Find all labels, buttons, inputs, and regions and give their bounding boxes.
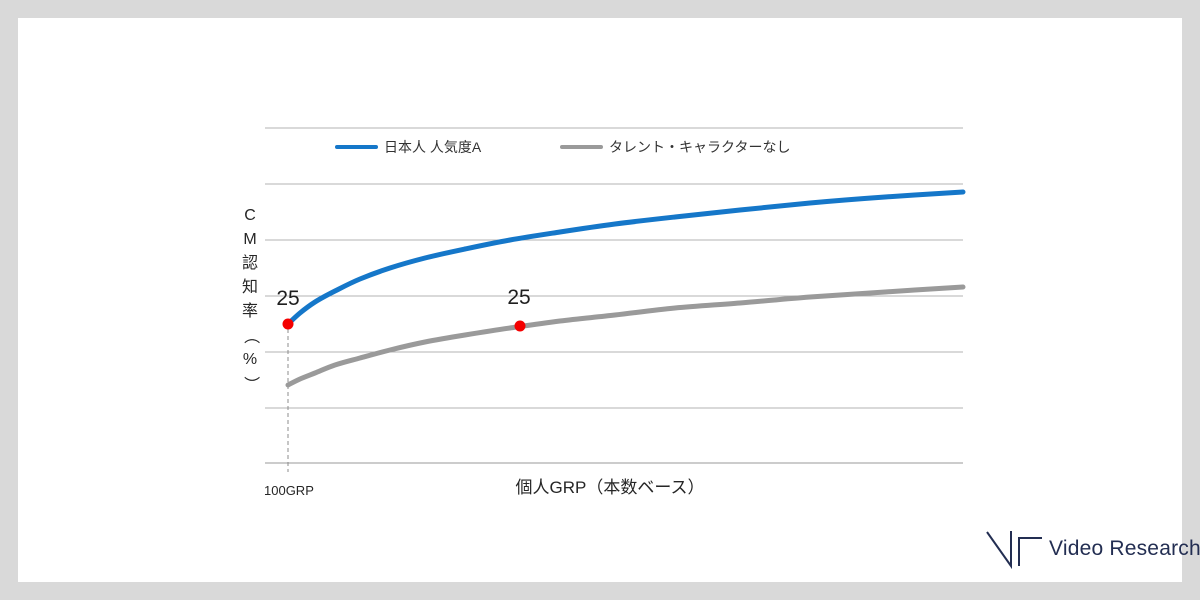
annotation-25-gray: 25: [507, 286, 531, 309]
x-tick-100grp: 100GRP: [264, 483, 314, 498]
y-axis-title-char: 知: [241, 279, 258, 296]
y-axis-title-char: %: [242, 351, 258, 368]
video-research-logo: Video Research: [986, 529, 1200, 569]
legend-line-gray-icon: [560, 145, 603, 149]
legend-label-no-talent: タレント・キャラクターなし: [609, 139, 791, 155]
legend-label-popularity-a: 日本人 人気度A: [384, 139, 482, 155]
legend-item-popularity-a: 日本人 人気度A: [335, 138, 481, 156]
x-axis-title: 個人GRP（本数ベース）: [515, 478, 705, 497]
y-axis-title-char: C: [244, 207, 256, 224]
legend-item-no-talent: タレント・キャラクターなし: [560, 138, 790, 156]
y-axis-title-char: （: [242, 327, 259, 344]
annotation-25-blue: 25: [276, 287, 300, 310]
y-axis-title-char: M: [243, 231, 257, 248]
y-axis-title-char: 率: [241, 303, 258, 320]
y-axis-title: C M 認知率 （% ）: [236, 204, 264, 396]
y-axis-title-char: 認: [241, 255, 258, 272]
legend-line-blue-icon: [335, 145, 378, 149]
video-research-logo-icon: [986, 531, 1042, 569]
logo-text: Video Research: [1049, 537, 1200, 560]
y-axis-title-char: ）: [242, 375, 259, 392]
